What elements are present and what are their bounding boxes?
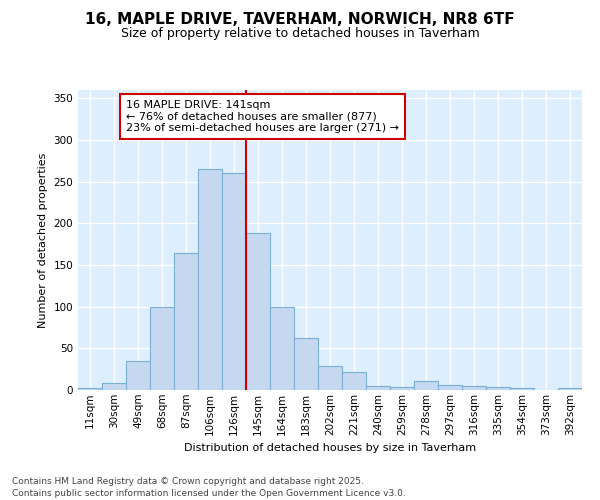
Bar [558, 388, 582, 390]
Y-axis label: Number of detached properties: Number of detached properties [38, 152, 48, 328]
Bar [414, 381, 438, 390]
Bar [462, 386, 486, 390]
Bar [318, 366, 342, 390]
Bar [294, 338, 318, 390]
Bar [246, 234, 270, 390]
Text: Size of property relative to detached houses in Taverham: Size of property relative to detached ho… [121, 28, 479, 40]
Bar [126, 361, 150, 390]
Text: Contains HM Land Registry data © Crown copyright and database right 2025.
Contai: Contains HM Land Registry data © Crown c… [12, 476, 406, 498]
Bar [486, 386, 510, 390]
Text: 16 MAPLE DRIVE: 141sqm
← 76% of detached houses are smaller (877)
23% of semi-de: 16 MAPLE DRIVE: 141sqm ← 76% of detached… [126, 100, 399, 133]
Bar [390, 386, 414, 390]
Bar [150, 306, 174, 390]
Bar [366, 386, 390, 390]
Bar [510, 388, 534, 390]
Bar [438, 385, 462, 390]
X-axis label: Distribution of detached houses by size in Taverham: Distribution of detached houses by size … [184, 443, 476, 453]
Text: 16, MAPLE DRIVE, TAVERHAM, NORWICH, NR8 6TF: 16, MAPLE DRIVE, TAVERHAM, NORWICH, NR8 … [85, 12, 515, 28]
Bar [174, 252, 198, 390]
Bar [222, 172, 246, 390]
Bar [342, 372, 366, 390]
Bar [78, 388, 102, 390]
Bar [198, 169, 222, 390]
Bar [270, 306, 294, 390]
Bar [102, 382, 126, 390]
